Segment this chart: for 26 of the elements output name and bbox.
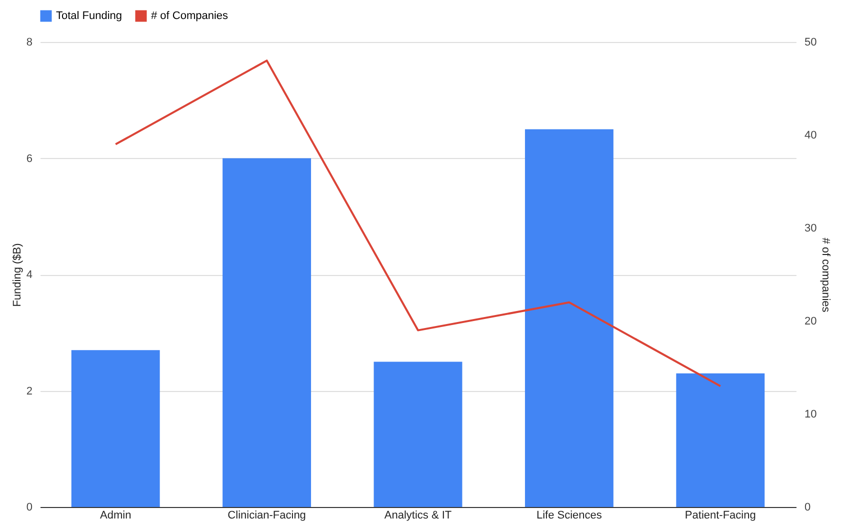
y-tick-label: 4 bbox=[26, 269, 32, 281]
y2-tick-label: 10 bbox=[804, 408, 817, 420]
y2-axis-title: # of companies bbox=[820, 238, 832, 313]
y-tick-label: 0 bbox=[26, 502, 32, 514]
x-tick-label: Life Sciences bbox=[536, 510, 602, 522]
bar bbox=[374, 362, 462, 507]
bar bbox=[524, 129, 614, 507]
x-tick-label: Patient-Facing bbox=[684, 510, 756, 522]
y2-tick-label: 40 bbox=[804, 130, 817, 142]
y2-tick-label: 0 bbox=[804, 502, 811, 514]
bar bbox=[222, 158, 312, 507]
bar bbox=[71, 350, 160, 507]
y-axis-title: Funding ($B) bbox=[11, 243, 24, 307]
bar bbox=[676, 373, 765, 507]
line-series bbox=[114, 60, 722, 388]
y2-tick-label: 50 bbox=[804, 36, 817, 48]
y2-tick-label: 20 bbox=[804, 316, 817, 328]
y2-tick-label: 30 bbox=[804, 222, 817, 234]
y-tick-label: 6 bbox=[26, 152, 32, 165]
x-tick-label: Analytics & IT bbox=[384, 510, 452, 522]
y-tick-label: 2 bbox=[26, 385, 32, 398]
x-tick-label: Admin bbox=[100, 510, 132, 522]
y-tick-label: 8 bbox=[26, 36, 32, 48]
x-tick-label: Clinician-Facing bbox=[228, 510, 306, 522]
legend-label: # of Companies bbox=[151, 10, 229, 22]
legend-label: Total Funding bbox=[56, 10, 122, 22]
